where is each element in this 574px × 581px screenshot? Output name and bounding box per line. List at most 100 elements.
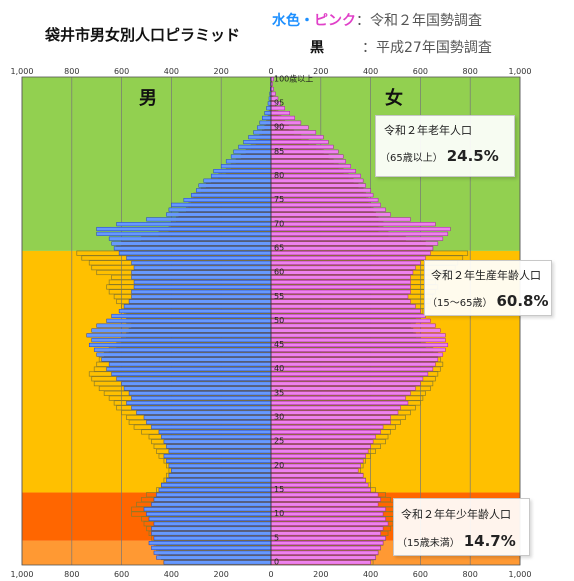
legend-black-label: 黒 xyxy=(310,40,324,56)
x-tick-label-top: 600 xyxy=(114,67,129,76)
bar-female xyxy=(270,420,391,425)
bar-male xyxy=(91,338,272,343)
bar-female xyxy=(270,473,364,478)
bar-male xyxy=(183,197,272,203)
age-tick-label: 0 xyxy=(274,558,279,567)
bar-male xyxy=(166,478,272,483)
bar-female xyxy=(270,526,384,531)
bar-male xyxy=(168,449,272,454)
bar-female xyxy=(270,487,371,492)
bar-male xyxy=(158,429,272,434)
x-tick-label-top: 400 xyxy=(164,67,179,76)
callout-working-range: （15～65歳） xyxy=(427,298,493,309)
bar-male xyxy=(153,536,272,541)
bar-male xyxy=(88,342,272,347)
bar-male xyxy=(266,106,272,111)
bar-male xyxy=(168,473,272,478)
bar-female xyxy=(270,555,376,560)
legend-pink-label: ピンク xyxy=(314,13,356,29)
bar-female xyxy=(270,304,416,309)
bar-female xyxy=(270,449,369,454)
bar-female xyxy=(270,478,366,483)
bar-male xyxy=(96,323,272,328)
bar-male xyxy=(136,410,272,415)
bar-male xyxy=(198,183,272,188)
callout-elderly-title: 令和２年老年人口 xyxy=(384,124,472,137)
bar-male xyxy=(123,386,272,391)
age-tick-label: 10 xyxy=(274,509,284,518)
bar-male xyxy=(151,531,272,536)
bar-male xyxy=(101,357,272,362)
bar-male xyxy=(116,376,272,381)
x-tick-label-top: 0 xyxy=(268,67,273,76)
bar-male xyxy=(151,545,272,550)
bar-female xyxy=(270,289,411,294)
age-tick-label: 70 xyxy=(274,219,284,228)
bar-female xyxy=(270,275,411,280)
bar-male xyxy=(146,420,272,425)
bar-male xyxy=(262,115,272,120)
bar-male xyxy=(264,111,272,116)
bar-male xyxy=(131,275,272,280)
bar-female xyxy=(270,342,449,347)
callout-youth-title: 令和２年年少年齢人口 xyxy=(401,508,511,521)
legend-dot: ・ xyxy=(300,13,314,29)
bar-male xyxy=(230,154,272,159)
bar-male xyxy=(126,400,272,405)
bar-female xyxy=(270,178,364,183)
bar-male xyxy=(151,526,272,531)
bar-female xyxy=(270,497,381,502)
legend-cyan-label: 水色 xyxy=(272,13,300,29)
bar-male xyxy=(248,135,272,140)
bar-female xyxy=(270,458,364,463)
bar-female xyxy=(270,516,386,521)
bar-female xyxy=(270,439,374,444)
x-tick-label-top: 1,000 xyxy=(509,67,532,76)
bar-female xyxy=(270,352,444,357)
bar-female xyxy=(270,425,384,430)
bar-female xyxy=(270,328,441,333)
bar-male xyxy=(123,304,272,309)
bar-male xyxy=(111,313,272,319)
bar-male xyxy=(151,425,272,430)
bar-female xyxy=(270,202,381,207)
x-tick-label-bottom: 1,000 xyxy=(11,570,34,579)
bar-female xyxy=(270,299,411,304)
bar-female xyxy=(270,255,426,261)
x-tick-label-bottom: 0 xyxy=(268,570,273,579)
legend-past: 黒 ：平成27年国勢調査 xyxy=(272,37,492,57)
bar-female xyxy=(270,323,436,328)
bar-female xyxy=(270,280,411,285)
bar-male xyxy=(166,444,272,449)
bar-male xyxy=(108,236,272,241)
bar-male xyxy=(225,159,272,164)
age-tick-label: 80 xyxy=(274,171,284,180)
bar-male xyxy=(213,168,272,174)
bar-female xyxy=(270,410,399,415)
bar-female xyxy=(270,270,414,275)
age-tick-label: 90 xyxy=(274,123,284,132)
bar-female xyxy=(270,371,429,376)
callout-elderly: 令和２年老年人口 （65歳以上） 24.5% xyxy=(375,115,515,177)
bar-male xyxy=(108,362,272,367)
age-tick-label: 100歳以上 xyxy=(274,73,313,83)
bar-male xyxy=(168,463,272,468)
bar-male xyxy=(166,458,272,463)
bar-female xyxy=(270,400,409,405)
bar-female xyxy=(270,207,386,212)
bar-male xyxy=(153,497,272,502)
bar-female xyxy=(270,265,416,270)
bar-female xyxy=(270,159,346,164)
bar-male xyxy=(220,164,272,169)
bar-male xyxy=(131,260,272,265)
bar-male xyxy=(153,521,272,526)
bar-female xyxy=(270,111,290,116)
bar-female xyxy=(270,454,366,459)
x-tick-label-top: 1,000 xyxy=(11,67,34,76)
bar-female xyxy=(270,541,384,546)
bar-female xyxy=(270,415,391,420)
bar-female xyxy=(270,338,446,343)
bar-female xyxy=(270,294,409,299)
bar-female xyxy=(270,173,361,178)
bar-female xyxy=(270,115,295,120)
